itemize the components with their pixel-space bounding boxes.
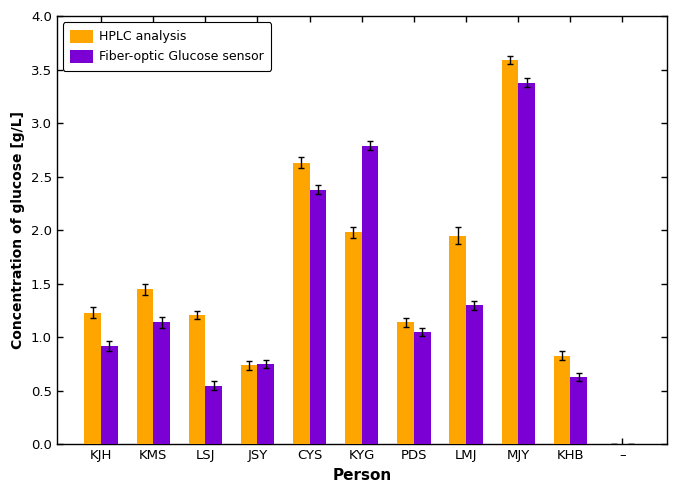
Bar <box>205 386 222 445</box>
Bar <box>188 315 205 445</box>
Bar <box>362 146 378 445</box>
X-axis label: Person: Person <box>332 468 391 483</box>
Bar <box>570 377 587 445</box>
Bar <box>101 346 118 445</box>
Y-axis label: Concentration of glucose [g/L]: Concentration of glucose [g/L] <box>11 111 25 349</box>
Bar <box>345 233 362 445</box>
Bar <box>466 305 483 445</box>
Bar <box>414 332 431 445</box>
Legend: HPLC analysis, Fiber-optic Glucose sensor: HPLC analysis, Fiber-optic Glucose senso… <box>63 22 271 71</box>
Bar <box>450 236 466 445</box>
Bar <box>518 82 535 445</box>
Bar <box>258 364 274 445</box>
Bar <box>153 323 170 445</box>
Bar <box>310 190 326 445</box>
Bar <box>84 313 101 445</box>
Bar <box>136 289 153 445</box>
Bar <box>502 60 518 445</box>
Bar <box>397 323 414 445</box>
Bar <box>293 163 310 445</box>
Bar <box>554 356 570 445</box>
Bar <box>241 365 258 445</box>
